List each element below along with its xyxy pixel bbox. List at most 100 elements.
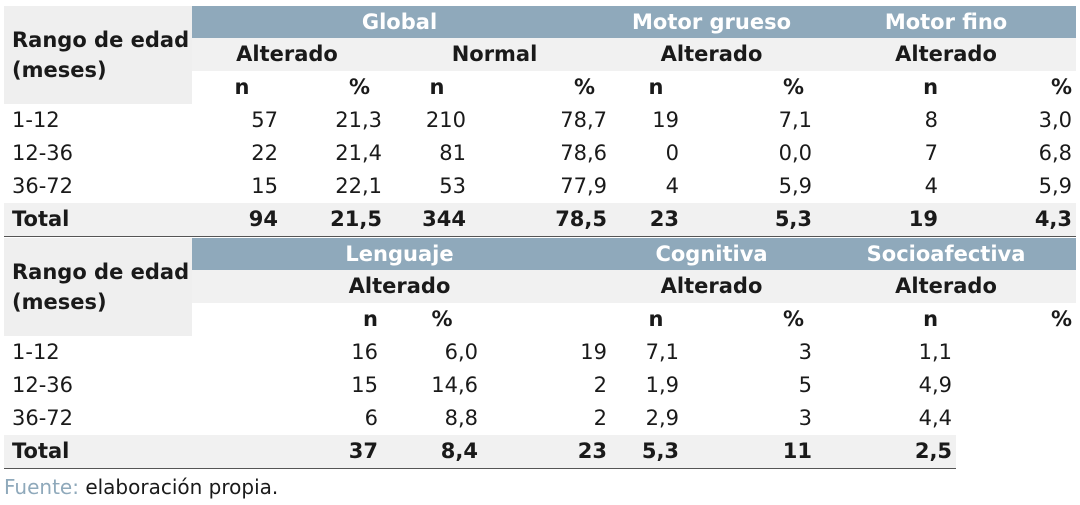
table-motor-global: Rango de edad (meses) Global Motor grues… bbox=[4, 6, 1077, 237]
col-header-n: n bbox=[234, 75, 250, 99]
cell-value: 14,6 bbox=[431, 373, 478, 397]
subgroup-alterado: Alterado bbox=[607, 38, 817, 71]
cell-value: 19 bbox=[652, 108, 680, 132]
cell-value: 5,9 bbox=[778, 174, 813, 198]
total-value: 4,3 bbox=[956, 203, 1077, 237]
cell-age: 1-12 bbox=[12, 108, 60, 132]
total-value: 23 bbox=[492, 435, 608, 469]
total-label: Total bbox=[4, 435, 192, 469]
total-row: Total 94 21,5 344 78,5 23 5,3 19 4,3 bbox=[4, 203, 1077, 237]
group-header-lenguaje: Lenguaje bbox=[192, 238, 608, 270]
table-row: 1-12 16 6,0 19 7,1 3 1,1 bbox=[4, 336, 1076, 369]
cell-value: 3 bbox=[798, 406, 813, 430]
cell-value: 19 bbox=[580, 340, 608, 364]
cell-value: 1,1 bbox=[918, 340, 953, 364]
total-value: 11 bbox=[705, 435, 817, 469]
cell-value: 81 bbox=[439, 141, 466, 165]
source-label: Fuente: bbox=[4, 475, 79, 499]
subgroup-alterado: Alterado bbox=[192, 38, 382, 71]
total-value: 8,4 bbox=[392, 435, 492, 469]
total-value: 344 bbox=[382, 203, 492, 237]
cell-value: 21,3 bbox=[335, 108, 382, 132]
col-header-pct: % bbox=[573, 75, 596, 99]
cell-value: 6 bbox=[364, 406, 378, 430]
cell-value: 15 bbox=[351, 373, 378, 397]
row-header-age: Rango de edad (meses) bbox=[4, 6, 192, 104]
table-row: 36-72 15 22,1 53 77,9 4 5,9 4 5,9 bbox=[4, 170, 1076, 203]
col-header-n: n bbox=[648, 75, 664, 99]
source-note: Fuente: elaboración propia. bbox=[4, 474, 278, 500]
cell-value: 15 bbox=[251, 174, 278, 198]
cell-value: 5,9 bbox=[1038, 174, 1073, 198]
cell-value: 6,8 bbox=[1038, 141, 1073, 165]
col-header-n: n bbox=[363, 307, 378, 331]
subgroup-alterado: Alterado bbox=[816, 270, 1077, 303]
col-header-pct: % bbox=[1050, 75, 1073, 99]
cell-value: 53 bbox=[439, 174, 466, 198]
cell-value: 4 bbox=[924, 174, 939, 198]
cell-value: 22,1 bbox=[335, 174, 382, 198]
cell-value: 0,0 bbox=[778, 141, 813, 165]
group-header-socioafectiva: Socioafectiva bbox=[816, 238, 1077, 270]
table-row: 12-36 22 21,4 81 78,6 0 0,0 7 6,8 bbox=[4, 137, 1076, 170]
cell-value: 2,9 bbox=[645, 406, 680, 430]
col-header-n: n bbox=[429, 75, 445, 99]
total-value: 23 bbox=[607, 203, 706, 237]
total-value: 21,5 bbox=[292, 203, 382, 237]
table-row: 1-12 57 21,3 210 78,7 19 7,1 8 3,0 bbox=[4, 104, 1076, 137]
cell-value: 21,4 bbox=[335, 141, 382, 165]
cell-value: 3 bbox=[798, 340, 813, 364]
cell-value: 16 bbox=[351, 340, 378, 364]
cell-value: 4,4 bbox=[918, 406, 953, 430]
col-header-pct: % bbox=[348, 75, 370, 99]
cell-age: 1-12 bbox=[12, 340, 60, 364]
cell-value: 22 bbox=[251, 141, 278, 165]
cell-age: 12-36 bbox=[12, 141, 74, 165]
cell-age: 36-72 bbox=[12, 174, 74, 198]
col-header-pct: % bbox=[1051, 307, 1073, 331]
cell-value: 1,9 bbox=[645, 373, 680, 397]
subgroup-alterado: Alterado bbox=[192, 270, 608, 303]
cell-value: 2 bbox=[593, 373, 608, 397]
table-lenguaje-cognitiva: Rango de edad (meses) Lenguaje Cognitiva… bbox=[4, 238, 1077, 469]
subgroup-alterado: Alterado bbox=[816, 38, 1077, 71]
cell-value: 4,9 bbox=[918, 373, 953, 397]
subgroup-normal: Normal bbox=[382, 38, 608, 71]
cell-value: 3,0 bbox=[1038, 108, 1073, 132]
total-value: 19 bbox=[816, 203, 957, 237]
cell-value: 78,6 bbox=[560, 141, 608, 165]
cell-value: 210 bbox=[425, 108, 466, 132]
cell-value: 8 bbox=[924, 108, 939, 132]
cell-value: 2 bbox=[593, 406, 608, 430]
col-header-pct: % bbox=[782, 307, 805, 331]
row-header-age: Rango de edad (meses) bbox=[4, 238, 192, 336]
total-value: 94 bbox=[192, 203, 292, 237]
total-value: 78,5 bbox=[492, 203, 608, 237]
total-value: 5,3 bbox=[607, 435, 706, 469]
cell-value: 0 bbox=[665, 141, 680, 165]
cell-value: 7 bbox=[924, 141, 939, 165]
total-value: 5,3 bbox=[705, 203, 817, 237]
cell-value: 57 bbox=[251, 108, 278, 132]
cell-value: 7,1 bbox=[645, 340, 680, 364]
total-row: Total 37 8,4 23 5,3 11 2,5 bbox=[4, 435, 1076, 469]
col-header-n: n bbox=[923, 307, 939, 331]
col-header-pct: % bbox=[431, 307, 453, 331]
cell-value: 4 bbox=[665, 174, 680, 198]
col-header-n: n bbox=[648, 307, 664, 331]
cell-age: 12-36 bbox=[12, 373, 74, 397]
group-header-global: Global bbox=[192, 6, 608, 38]
group-header-motor-grueso: Motor grueso bbox=[607, 6, 817, 38]
cell-value: 6,0 bbox=[444, 340, 478, 364]
total-value: 2,5 bbox=[816, 435, 957, 469]
group-header-cognitiva: Cognitiva bbox=[607, 238, 817, 270]
table-row: 36-72 6 8,8 2 2,9 3 4,4 bbox=[4, 402, 1076, 435]
total-label: Total bbox=[4, 203, 192, 237]
cell-age: 36-72 bbox=[12, 406, 74, 430]
cell-value: 8,8 bbox=[444, 406, 478, 430]
total-value: 37 bbox=[192, 435, 392, 469]
group-header-motor-fino: Motor fino bbox=[816, 6, 1077, 38]
cell-value: 78,7 bbox=[560, 108, 608, 132]
source-text: elaboración propia. bbox=[85, 475, 279, 499]
cell-value: 5 bbox=[798, 373, 813, 397]
